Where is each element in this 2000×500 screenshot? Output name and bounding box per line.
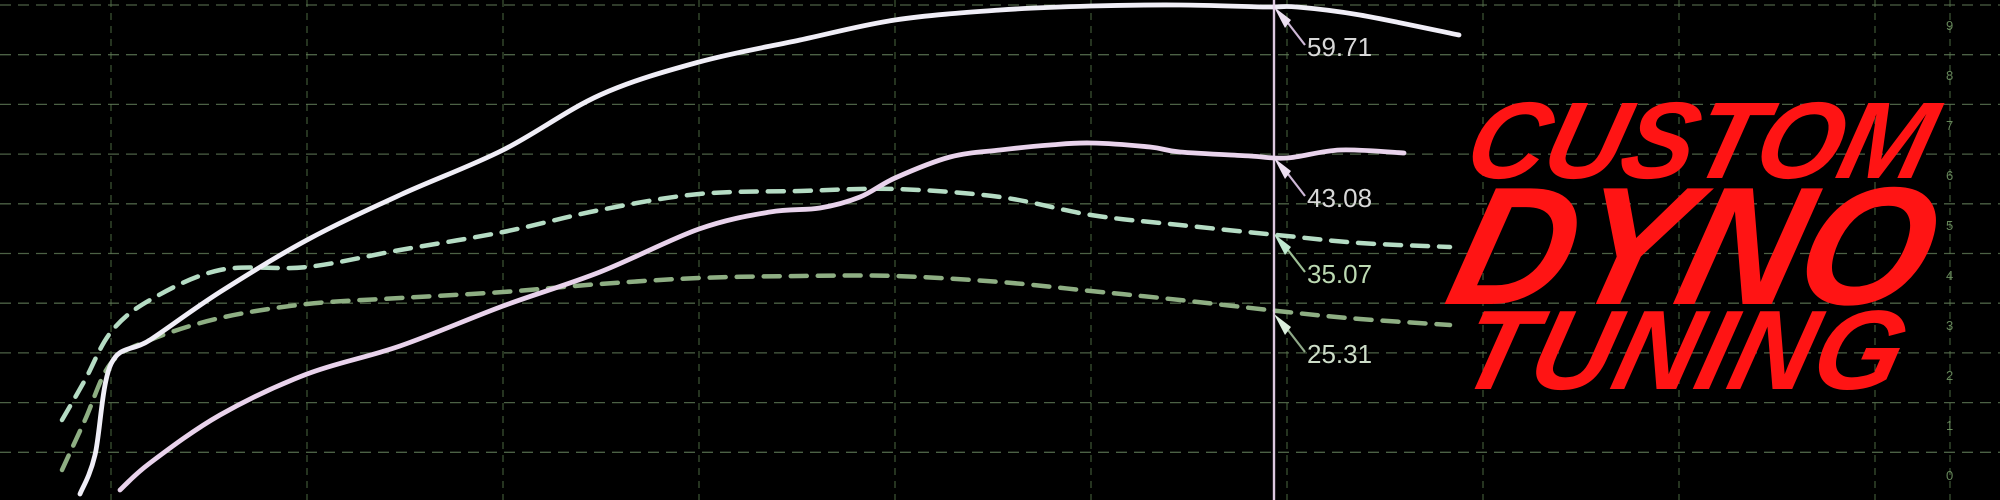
svg-text:3: 3 (1946, 318, 1953, 333)
svg-text:25.31: 25.31 (1307, 339, 1372, 369)
svg-text:59.71: 59.71 (1307, 32, 1372, 62)
svg-text:7: 7 (1946, 118, 1953, 133)
svg-text:4: 4 (1946, 268, 1953, 283)
svg-text:0: 0 (1946, 468, 1953, 483)
svg-text:1: 1 (1946, 418, 1953, 433)
svg-text:43.08: 43.08 (1307, 183, 1372, 213)
svg-text:8: 8 (1946, 68, 1953, 83)
svg-text:9: 9 (1946, 18, 1953, 33)
svg-text:5: 5 (1946, 218, 1953, 233)
svg-text:2: 2 (1946, 368, 1953, 383)
svg-text:35.07: 35.07 (1307, 259, 1372, 289)
